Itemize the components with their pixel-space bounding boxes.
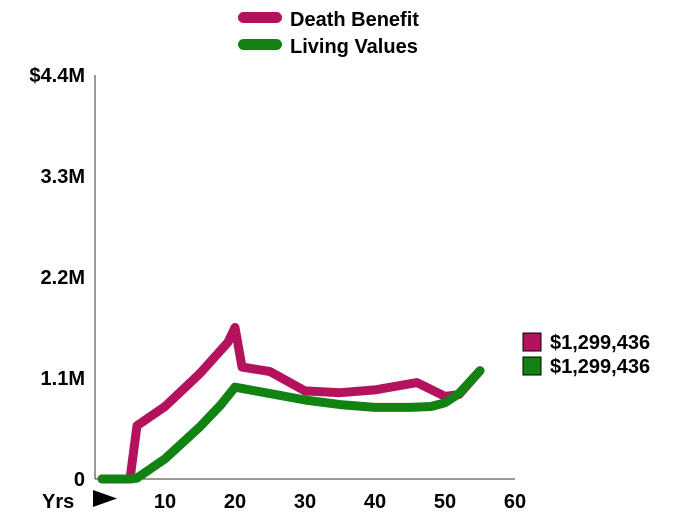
series-line-living-values <box>97 366 485 484</box>
x-tick-label: 60 <box>504 491 526 513</box>
x-tick-label: 30 <box>294 491 316 513</box>
legend: Death Benefit Living Values <box>238 9 419 58</box>
y-tick-label: $4.4M <box>29 65 85 87</box>
y-tick-label: 0 <box>74 469 85 491</box>
y-tick-label: 1.1M <box>41 368 85 390</box>
x-tick-label: 50 <box>434 491 456 513</box>
legend-label-living-values: Living Values <box>290 36 418 58</box>
legend-label-death-benefit: Death Benefit <box>290 9 419 31</box>
y-tick-label: 3.3M <box>41 166 85 188</box>
y-tick-label: 2.2M <box>41 267 85 289</box>
end-label-swatch <box>522 356 542 376</box>
axes: Yrs <box>42 75 515 513</box>
x-tick-label: 10 <box>154 491 176 513</box>
legend-swatch-living-values <box>238 39 282 50</box>
x-axis-title: Yrs <box>42 491 74 513</box>
x-tick-label: 40 <box>364 491 386 513</box>
legend-swatch-death-benefit <box>238 12 282 23</box>
end-value-label: $1,299,436 <box>550 356 650 378</box>
end-value-label: $1,299,436 <box>550 332 650 354</box>
series-line-death-benefit <box>97 323 485 484</box>
play-arrow-icon <box>93 490 117 507</box>
end-label-swatch <box>522 332 542 352</box>
x-tick-label: 20 <box>224 491 246 513</box>
